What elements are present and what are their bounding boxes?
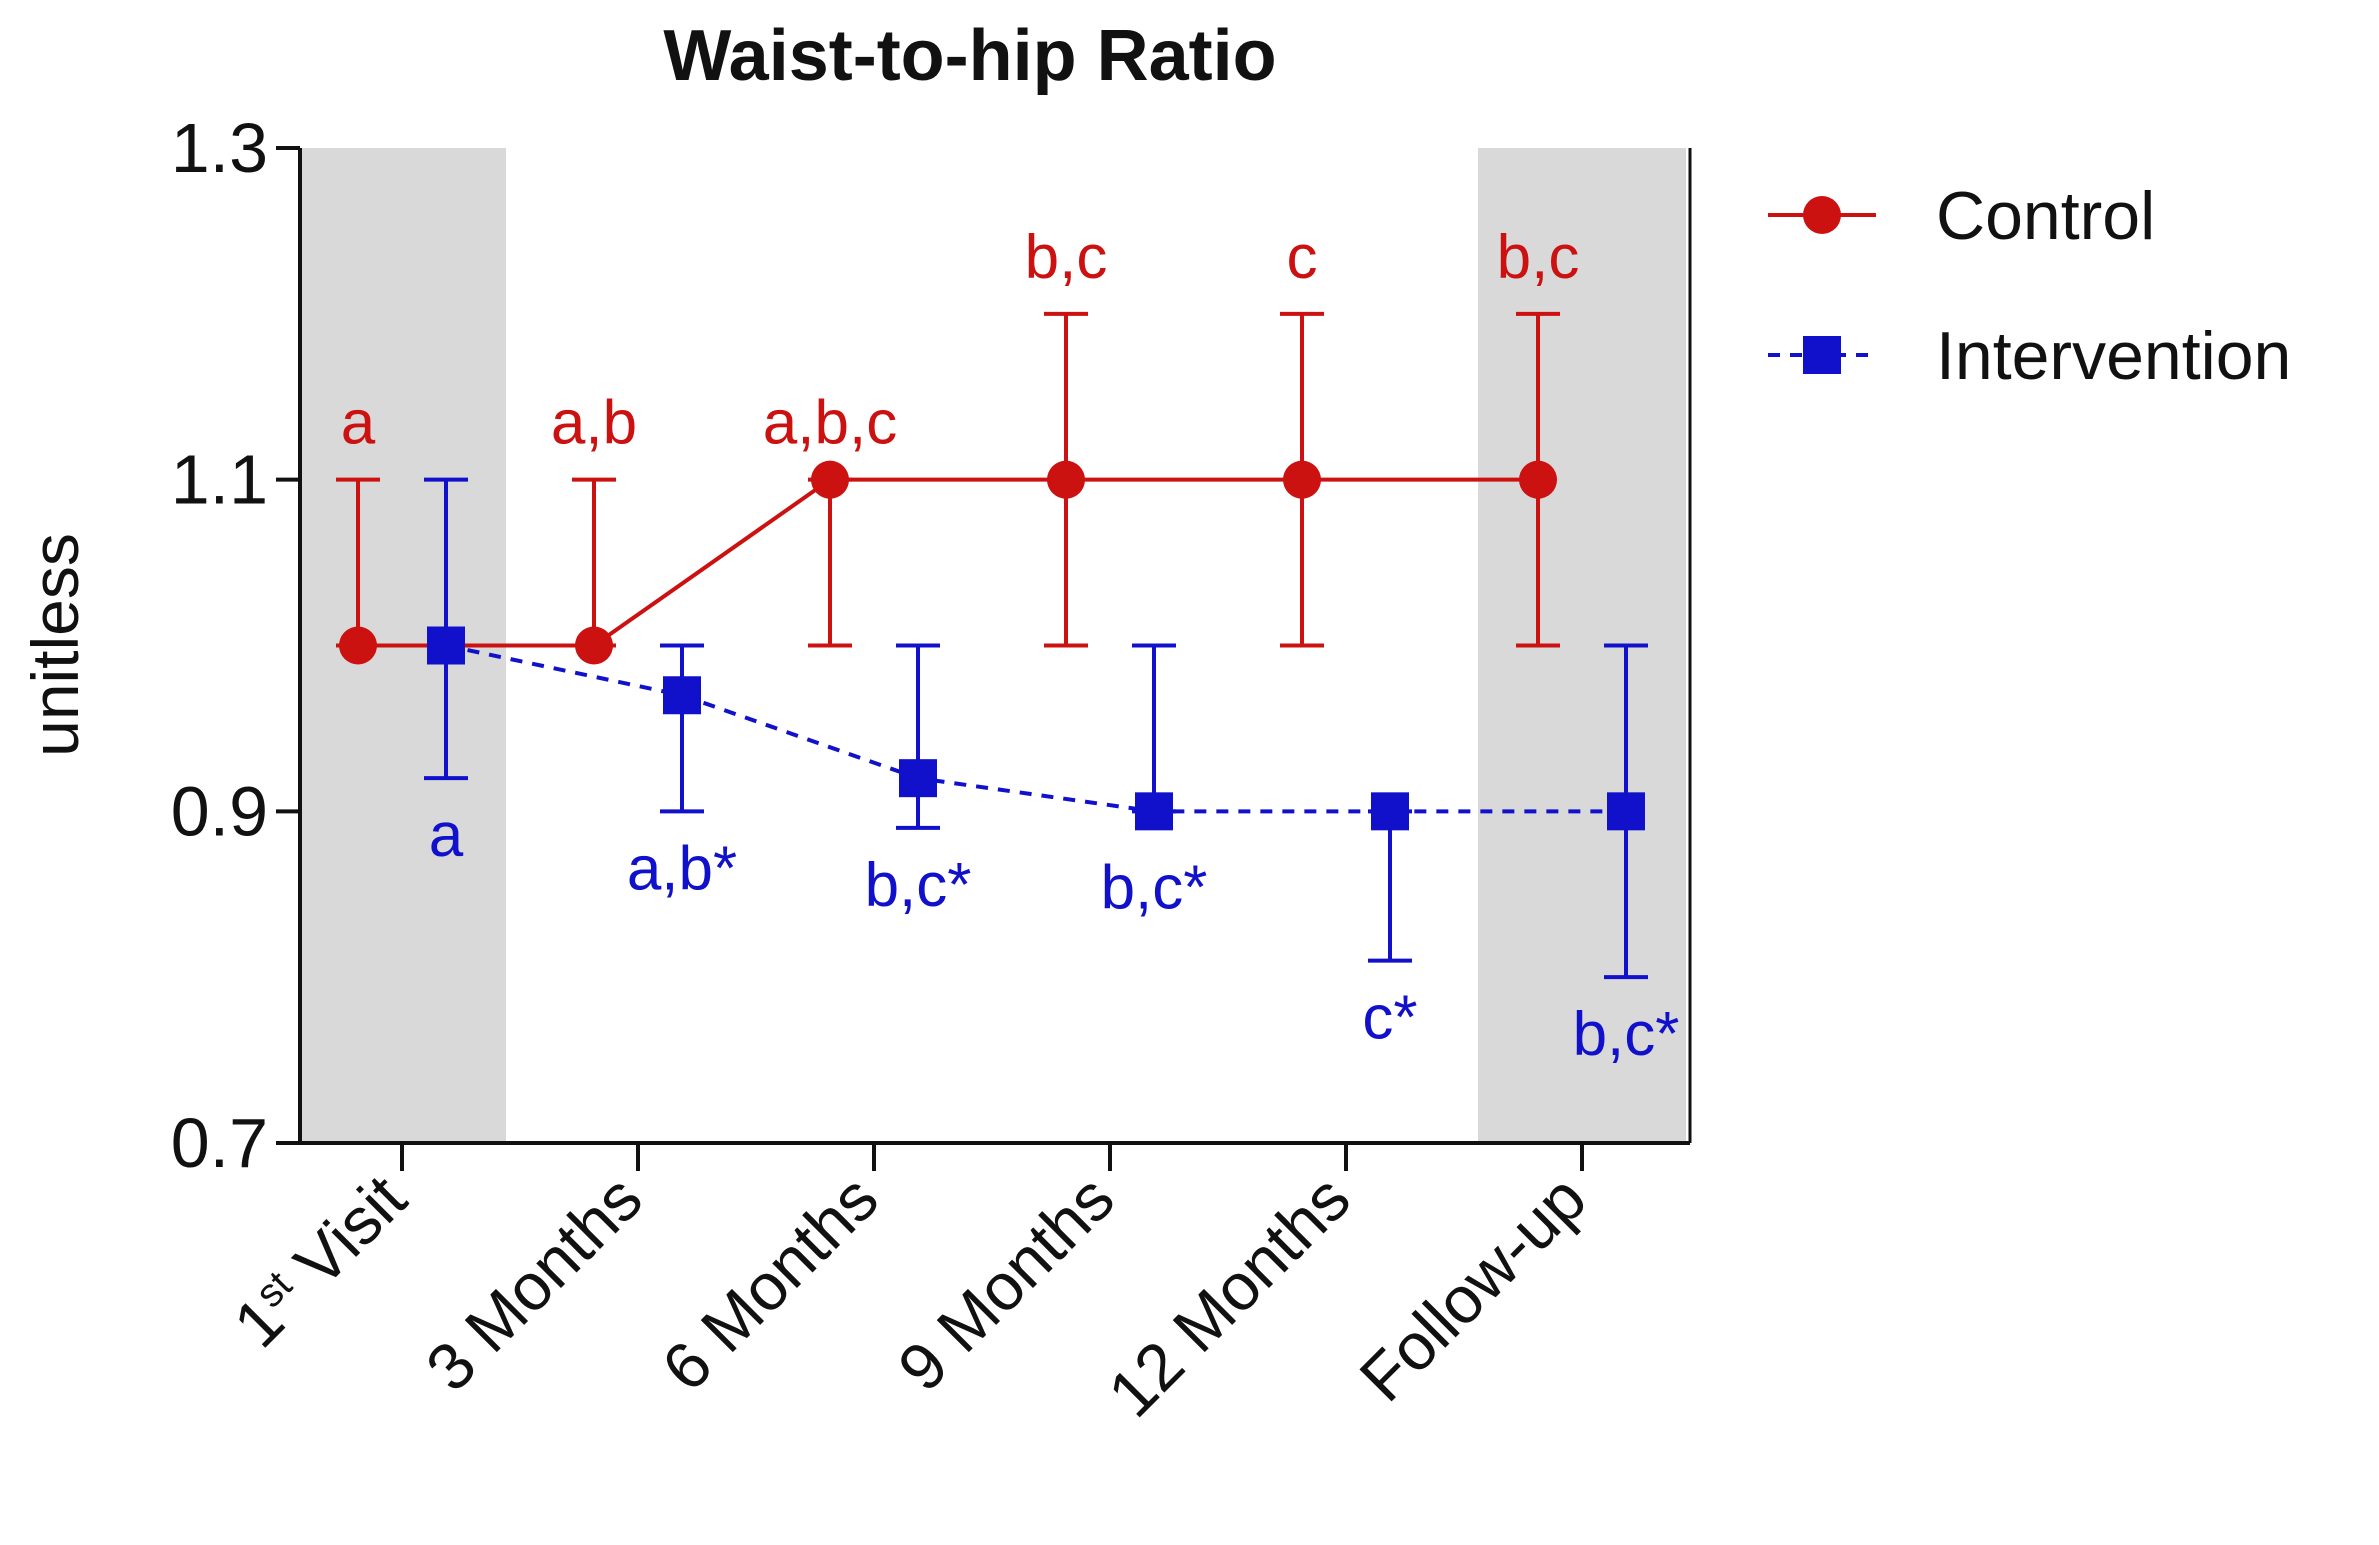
series-intervention: a a,b* b,c* b,c* c* b,c*	[424, 477, 1680, 1069]
data-point	[663, 676, 701, 715]
legend-marker	[1803, 196, 1841, 234]
legend: Control Intervention	[1768, 178, 2291, 394]
data-point	[1135, 792, 1173, 831]
x-tick-label: 9 Months	[884, 1161, 1128, 1405]
significance-label: c	[1287, 223, 1318, 292]
data-point	[1371, 792, 1409, 831]
data-point	[1519, 460, 1557, 499]
series-layer: a a,b a,b,c b,c c b,c a a,b* b,c* b,c* c* b,c*	[336, 223, 1679, 1069]
significance-label: a,b,c	[763, 389, 897, 458]
significance-label: a,b*	[627, 834, 737, 903]
data-point	[575, 626, 613, 665]
x-tick-label: 3 Months	[412, 1161, 656, 1405]
legend-item-intervention: Intervention	[1768, 318, 2291, 394]
y-tick-label: 1.1	[171, 441, 268, 519]
x-tick-label: 12 Months	[1094, 1161, 1364, 1431]
significance-label: b,c*	[865, 851, 972, 920]
legend-marker	[1803, 336, 1841, 374]
significance-label: b,c*	[1101, 853, 1208, 922]
data-point	[1607, 792, 1645, 831]
y-axis-label: unitless	[18, 533, 92, 757]
chart-title: Waist-to-hip Ratio	[663, 16, 1276, 96]
significance-label: b,c*	[1573, 1000, 1680, 1069]
legend-label: Intervention	[1936, 318, 2291, 394]
y-tick-label: 0.9	[171, 772, 268, 850]
y-tick-label: 1.3	[171, 109, 268, 187]
significance-label: a,b	[551, 389, 637, 458]
x-tick-label: 1st Visit	[219, 1161, 420, 1362]
data-point	[899, 759, 937, 798]
legend-label: Control	[1936, 178, 2155, 254]
significance-label: b,c	[1497, 223, 1580, 292]
data-point	[427, 626, 465, 665]
data-point	[339, 626, 377, 665]
significance-label: c*	[1362, 984, 1417, 1053]
significance-label: a	[429, 801, 464, 870]
significance-label: a	[341, 389, 376, 458]
x-tick-label: Follow-up	[1345, 1161, 1600, 1416]
data-point	[1283, 460, 1321, 499]
shaded-band	[1478, 148, 1686, 1143]
series-line	[358, 477, 1538, 648]
y-tick-label: 0.7	[171, 1104, 268, 1182]
series-control: a a,b a,b,c b,c c b,c	[336, 223, 1579, 665]
series-line	[445, 643, 1626, 814]
x-tick-label: 6 Months	[648, 1161, 892, 1405]
data-point	[1047, 460, 1085, 499]
legend-item-control: Control	[1768, 178, 2155, 254]
significance-label: b,c	[1025, 223, 1108, 292]
data-point	[811, 460, 849, 499]
